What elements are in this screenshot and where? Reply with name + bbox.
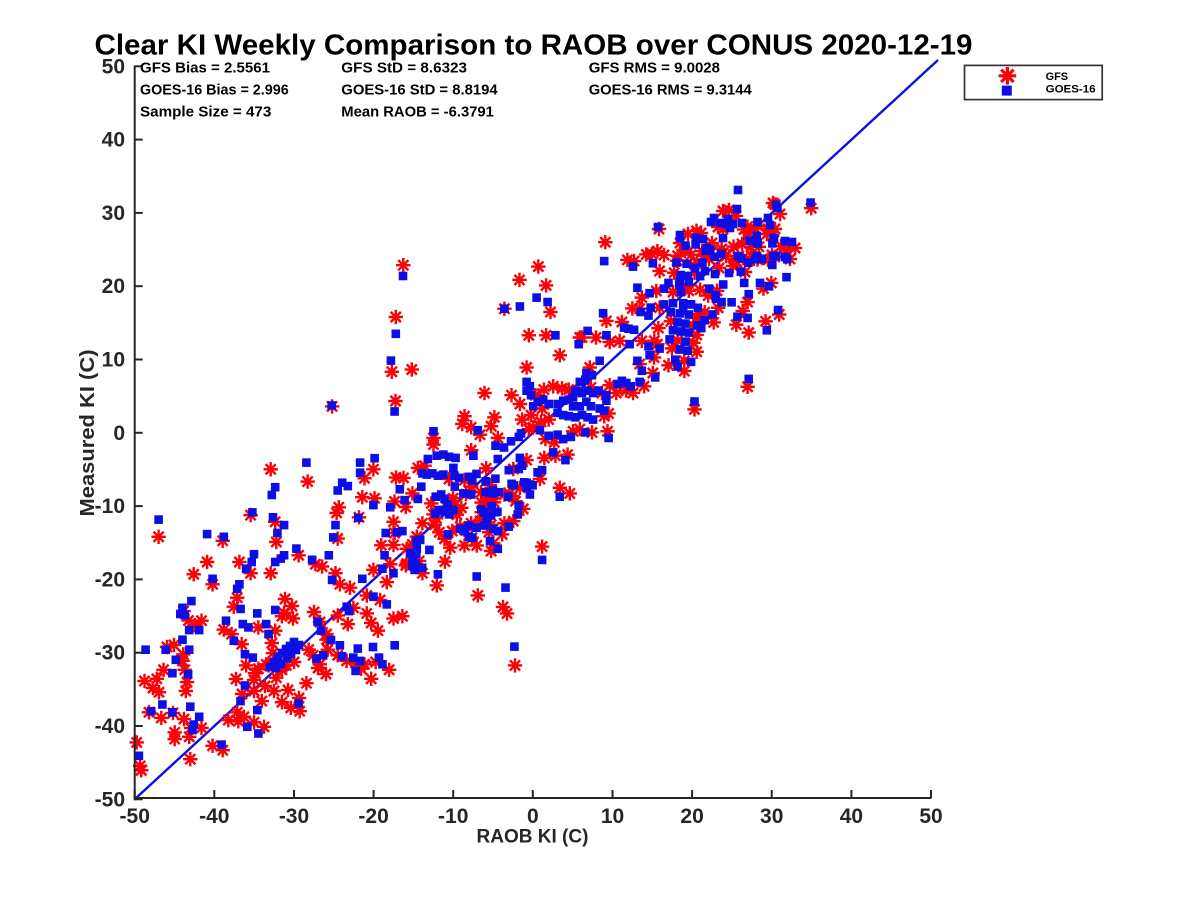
- svg-text:50: 50: [102, 55, 125, 78]
- svg-text:-20: -20: [95, 568, 125, 591]
- svg-text:-40: -40: [95, 715, 125, 738]
- svg-text:GFS Bias = 2.5561: GFS Bias = 2.5561: [140, 59, 270, 76]
- svg-text:GFS: GFS: [1046, 71, 1069, 83]
- svg-text:40: 40: [102, 129, 125, 152]
- svg-text:30: 30: [102, 202, 125, 225]
- svg-text:Measured KI (C): Measured KI (C): [77, 350, 99, 517]
- svg-text:RAOB KI (C): RAOB KI (C): [477, 827, 589, 848]
- svg-text:-30: -30: [95, 642, 125, 665]
- svg-text:-10: -10: [95, 495, 125, 518]
- svg-text:GOES-16 StD = 8.8194: GOES-16 StD = 8.8194: [341, 81, 498, 98]
- svg-text:-40: -40: [199, 805, 229, 828]
- svg-text:GOES-16 RMS = 9.3144: GOES-16 RMS = 9.3144: [589, 81, 753, 98]
- svg-text:GFS RMS = 9.0028: GFS RMS = 9.0028: [589, 59, 720, 76]
- svg-text:10: 10: [102, 349, 125, 372]
- svg-text:Sample Size = 473: Sample Size = 473: [140, 103, 271, 120]
- svg-text:0: 0: [113, 422, 125, 445]
- svg-text:-50: -50: [120, 805, 150, 828]
- svg-text:GFS StD = 8.6323: GFS StD = 8.6323: [341, 59, 467, 76]
- svg-text:GOES-16 Bias = 2.996: GOES-16 Bias = 2.996: [140, 81, 289, 98]
- svg-text:-10: -10: [438, 805, 468, 828]
- svg-text:20: 20: [680, 805, 703, 828]
- svg-text:Mean RAOB = -6.3791: Mean RAOB = -6.3791: [341, 103, 494, 120]
- svg-text:-20: -20: [358, 805, 388, 828]
- svg-text:-30: -30: [279, 805, 309, 828]
- svg-text:10: 10: [601, 805, 624, 828]
- svg-text:50: 50: [919, 805, 942, 828]
- svg-text:20: 20: [102, 275, 125, 298]
- svg-text:GOES-16: GOES-16: [1046, 84, 1096, 96]
- svg-text:-50: -50: [95, 788, 125, 811]
- svg-text:0: 0: [527, 805, 539, 828]
- svg-text:40: 40: [840, 805, 863, 828]
- svg-text:30: 30: [760, 805, 783, 828]
- svg-text:Clear KI Weekly Comparison to: Clear KI Weekly Comparison to RAOB over …: [95, 30, 973, 62]
